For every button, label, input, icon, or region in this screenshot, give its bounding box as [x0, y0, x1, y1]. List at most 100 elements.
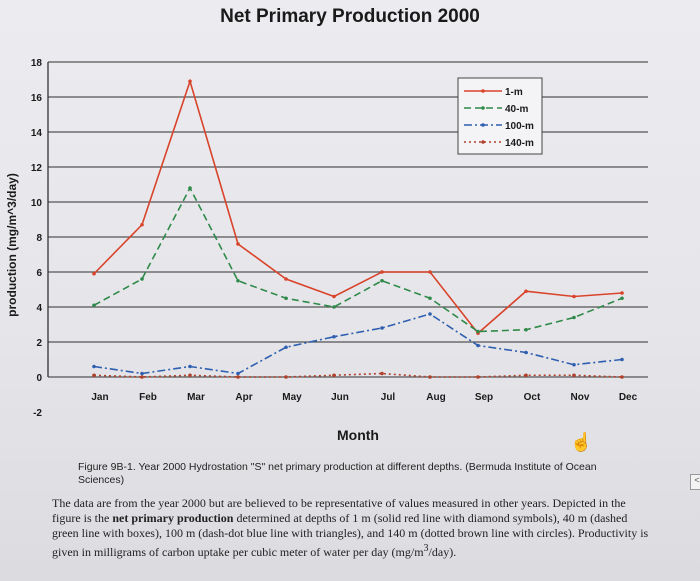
description-paragraph: The data are from the year 2000 but are … [52, 496, 652, 560]
data-point-1-m [524, 289, 528, 294]
body-text-part: The data are from the year 2000 but are … [52, 496, 626, 525]
data-point-40-m [188, 186, 192, 190]
body-text-part: /day). [428, 545, 457, 559]
x-tick-label: May [282, 392, 302, 403]
data-point-100-m [380, 326, 384, 330]
legend-marker [481, 89, 485, 93]
data-point-40-m [428, 296, 432, 301]
data-point-100-m [332, 334, 336, 339]
data-point-1-m [620, 291, 624, 295]
data-point-1-m [188, 79, 192, 84]
data-point-140-m [428, 375, 432, 379]
x-tick-label: Aug [426, 392, 445, 403]
x-tick-labels: Jan Feb Mar Apr May Jun Jul Aug Sep Oct Nov Dec [91, 392, 637, 403]
data-point-40-m [92, 303, 96, 308]
data-point-40-m [236, 278, 240, 283]
legend-label: 100-m [505, 121, 534, 132]
x-tick-label: Jul [381, 392, 396, 403]
data-point-100-m [284, 345, 288, 350]
y-tick-labels: -2 0 2 4 6 8 10 12 14 16 18 [31, 58, 43, 419]
legend-label: 140-m [505, 138, 534, 149]
data-point-40-m [332, 305, 336, 309]
x-tick-label: Mar [187, 392, 205, 403]
x-tick-label: Oct [524, 392, 541, 403]
line-chart: -2 0 2 4 6 8 10 12 14 16 18 Jan Feb Mar Apr May Jun Jul A… [5, 58, 648, 443]
y-tick-label: 16 [31, 93, 43, 104]
body-text-part: determined at depths of 1 m (solid red l… [52, 511, 649, 559]
chart-title: Net Primary Production 2000 [220, 6, 480, 27]
series-line-100-m [93, 313, 623, 375]
x-tick-label: Feb [139, 392, 157, 403]
legend-marker [481, 140, 485, 144]
data-point-1-m [236, 242, 240, 246]
x-axis-label: Month [337, 427, 379, 443]
y-tick-label: 10 [31, 198, 43, 209]
data-point-100-m [476, 343, 480, 348]
y-tick-label: 6 [36, 268, 42, 279]
legend: 1-m 40-m 100-m 140-m [457, 77, 543, 155]
data-point-40-m [140, 277, 144, 281]
data-point-140-m [140, 375, 144, 379]
figure-caption: Figure 9B-1. Year 2000 Hydrostation "S" … [78, 461, 597, 486]
data-point-140-m [620, 375, 624, 379]
x-tick-label: Jan [91, 392, 108, 403]
data-point-140-m [332, 373, 336, 378]
data-point-1-m [428, 270, 432, 274]
series-line-40-m [93, 186, 623, 333]
data-point-1-m [284, 277, 288, 281]
data-point-140-m [236, 375, 240, 379]
data-point-100-m [236, 371, 240, 376]
data-point-100-m [428, 312, 432, 316]
data-point-40-m [572, 315, 576, 320]
x-tick-label: Apr [235, 392, 252, 403]
data-point-140-m [476, 375, 480, 379]
y-tick-label: 0 [36, 373, 42, 384]
legend-marker [481, 123, 485, 127]
legend-label: 40-m [505, 104, 528, 115]
y-tick-label: 4 [36, 303, 42, 314]
data-point-40-m [284, 296, 288, 301]
data-point-100-m [524, 350, 528, 355]
hand-cursor-icon: ☝ [570, 432, 593, 452]
data-point-40-m [620, 296, 624, 301]
body-superscript: 3 [423, 543, 429, 554]
y-axis-label: production (mg/m^3/day) [5, 173, 19, 317]
y-tick-label: 2 [36, 338, 42, 349]
data-point-140-m [188, 373, 192, 378]
data-point-140-m [572, 373, 576, 378]
data-point-100-m [140, 371, 144, 376]
data-point-1-m [92, 271, 96, 276]
data-point-40-m [380, 278, 384, 283]
x-tick-label: Sep [475, 392, 493, 403]
legend-label: 1-m [505, 87, 523, 98]
x-tick-label: Dec [619, 392, 638, 403]
data-point-140-m [380, 371, 384, 376]
data-point-1-m [572, 294, 576, 299]
scroll-tab-icon[interactable]: < [690, 474, 700, 490]
y-tick-label: -2 [33, 408, 42, 419]
series-lines [92, 78, 624, 379]
data-point-140-m [524, 373, 528, 378]
legend-marker [481, 106, 485, 110]
series-line-140-m [93, 372, 623, 378]
data-point-1-m [380, 270, 384, 274]
gridlines [47, 61, 648, 378]
x-tick-label: Jun [331, 392, 349, 403]
data-point-40-m [524, 327, 528, 332]
data-point-140-m [284, 375, 288, 379]
y-tick-label: 12 [31, 163, 43, 174]
data-point-100-m [188, 364, 192, 369]
y-tick-label: 14 [31, 128, 43, 139]
body-bold-term: net primary production [112, 511, 234, 525]
data-point-40-m [476, 329, 480, 334]
data-point-1-m [332, 294, 336, 299]
series-line-1-m [93, 78, 623, 335]
x-tick-label: Nov [571, 392, 590, 403]
data-point-100-m [92, 364, 96, 369]
data-point-1-m [140, 222, 144, 227]
data-point-140-m [92, 373, 96, 378]
y-tick-label: 8 [36, 233, 42, 244]
data-point-100-m [572, 362, 576, 367]
y-tick-label: 18 [31, 58, 43, 69]
data-point-100-m [620, 357, 624, 362]
